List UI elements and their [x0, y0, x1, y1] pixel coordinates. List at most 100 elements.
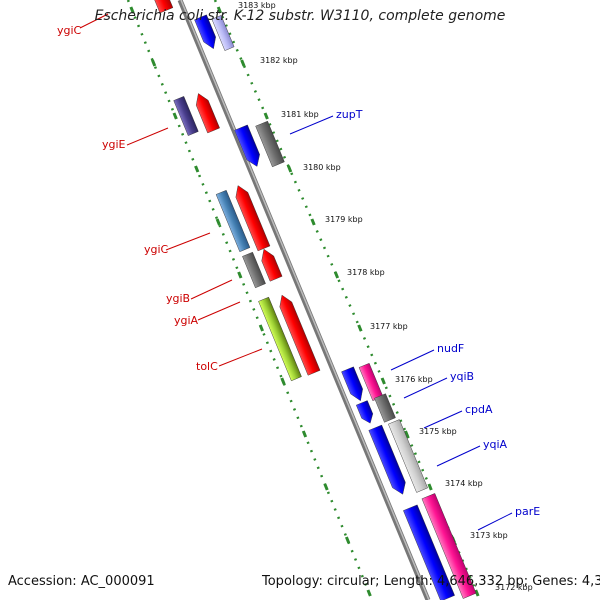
- gene-feature-shape: [215, 189, 251, 253]
- gene-feature: [358, 363, 384, 401]
- gene-feature-shape: [173, 96, 199, 136]
- ruler-tick: [333, 271, 340, 279]
- ruler-tick: [129, 6, 135, 14]
- leader-line-right: [423, 410, 463, 429]
- gene-feature-shape: [403, 504, 455, 602]
- gene-feature: [235, 185, 271, 252]
- gene-label-yqiB[interactable]: yqiB: [450, 370, 474, 383]
- ruler-tick: [280, 377, 286, 385]
- gene-feature: [152, 0, 174, 14]
- ruler-tick: [357, 324, 363, 332]
- ruler-tick: [380, 377, 386, 385]
- gene-feature: [195, 93, 220, 134]
- map-title: Escherichia coli str. K-12 substr. W3110…: [94, 8, 506, 24]
- kbp-label: 3174 kbp: [445, 479, 483, 488]
- gene-label-ygiA[interactable]: ygiA: [174, 314, 199, 327]
- ruler-tick: [404, 430, 410, 438]
- backbone: [177, 0, 431, 601]
- gene-label-parE[interactable]: parE: [515, 505, 540, 518]
- gene-feature-shape: [279, 294, 321, 376]
- ruler-tick: [258, 324, 264, 332]
- leader-line-left: [126, 127, 169, 146]
- leader-line-left: [218, 348, 263, 367]
- ruler-tick: [172, 112, 178, 120]
- leader-line-right: [403, 377, 448, 399]
- gene-label-nudF[interactable]: nudF: [437, 342, 464, 355]
- gene-feature-shape: [341, 366, 363, 402]
- gene-feature-shape: [152, 0, 174, 14]
- leader-line-left: [190, 279, 233, 300]
- leader-line-right: [477, 512, 513, 531]
- gene-feature-shape: [194, 14, 216, 50]
- gene-feature-shape: [388, 419, 428, 493]
- ruler-tick: [240, 59, 246, 67]
- gene-label-cpdA[interactable]: cpdA: [465, 403, 493, 416]
- gene-label-yqiA[interactable]: yqiA: [483, 438, 508, 451]
- gene-feature: [258, 296, 302, 382]
- gene-feature: [368, 424, 406, 495]
- gene-label-tolC[interactable]: tolC: [196, 360, 218, 373]
- gene-feature: [355, 400, 374, 424]
- gene-feature: [261, 248, 283, 282]
- kbp-label: 3177 kbp: [370, 322, 408, 331]
- gene-features: [152, 0, 477, 602]
- gene-feature-shape: [255, 120, 285, 168]
- gene-feature-shape: [358, 363, 384, 401]
- kbp-label: 3178 kbp: [347, 268, 385, 277]
- leader-line-left: [165, 232, 211, 251]
- ruler-tick: [301, 430, 308, 438]
- gene-feature-shape: [355, 400, 374, 424]
- ruler-tick: [194, 165, 200, 173]
- gene-feature-shape: [235, 185, 271, 252]
- gene-feature: [374, 393, 396, 423]
- kbp-label: 3183 kbp: [238, 1, 276, 10]
- accession-label: Accession: AC_000091: [8, 574, 155, 589]
- ruler-tick: [345, 536, 351, 544]
- gene-feature-shape: [195, 93, 220, 134]
- gene-feature-shape: [374, 393, 396, 423]
- leader-line-left: [79, 13, 109, 29]
- kbp-labels: 3183 kbp 3182 kbp 3181 kbp 3180 kbp 3179…: [238, 1, 533, 592]
- gene-feature-shape: [234, 124, 260, 167]
- leader-line-right: [436, 445, 481, 467]
- ruler-tick: [474, 589, 480, 597]
- gene-feature: [421, 493, 477, 599]
- ruler-tick: [366, 589, 372, 597]
- ruler-tick: [287, 165, 293, 173]
- gene-feature-shape: [261, 248, 283, 282]
- kbp-label: 3180 kbp: [303, 163, 341, 172]
- gene-label-ygiE[interactable]: ygiE: [102, 138, 126, 151]
- kbp-label: 3173 kbp: [470, 531, 508, 540]
- gene-label-ygiC-top[interactable]: ygiC: [57, 24, 82, 37]
- backbone-line: [177, 0, 431, 601]
- kbp-label: 3176 kbp: [395, 375, 433, 384]
- gene-feature-shape: [421, 493, 477, 599]
- ruler-tick: [215, 218, 221, 226]
- leader-line-right: [390, 349, 435, 371]
- kbp-label: 3181 kbp: [281, 110, 319, 119]
- ruler-line: [213, 0, 482, 601]
- gene-label-ygiC[interactable]: ygiC: [144, 243, 169, 256]
- gene-label-ygiB[interactable]: ygiB: [166, 292, 190, 305]
- gene-feature: [234, 124, 260, 167]
- ruler-tick: [216, 6, 223, 14]
- kbp-label: 3182 kbp: [260, 56, 298, 65]
- gene-feature: [242, 251, 266, 289]
- ruler-tick: [427, 483, 433, 491]
- ruler-tick: [323, 483, 329, 491]
- gene-feature-shape: [242, 251, 266, 289]
- gene-feature: [194, 14, 216, 50]
- gene-feature: [341, 366, 363, 402]
- gene-label-zupT[interactable]: zupT: [336, 108, 363, 121]
- ruler-tick: [151, 59, 157, 67]
- ruler-tick: [237, 271, 243, 279]
- gene-feature: [279, 294, 321, 376]
- gene-feature-shape: [211, 15, 235, 51]
- gene-feature: [255, 120, 285, 168]
- gene-feature: [173, 96, 199, 136]
- gene-feature: [403, 504, 455, 602]
- gene-feature: [388, 419, 428, 493]
- gene-feature-shape: [258, 296, 302, 382]
- ruler-tick: [310, 218, 316, 226]
